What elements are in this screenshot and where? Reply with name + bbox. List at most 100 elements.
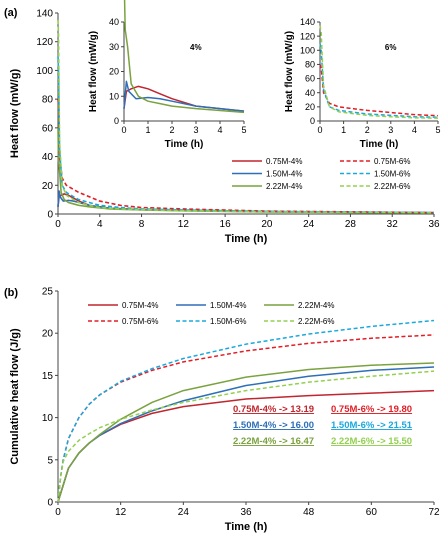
x-tick-label: 48 xyxy=(303,507,315,518)
x-tick-label: 72 xyxy=(428,507,440,518)
y-axis-title: Heat flow (mW/g) xyxy=(88,31,99,112)
y-tick-label: 120 xyxy=(300,31,315,41)
y-tick-label: 20 xyxy=(305,102,315,112)
legend-label: 1.50M-6% xyxy=(210,317,246,326)
x-tick-label: 0 xyxy=(55,507,61,518)
final-value-annotation: 2.22M-4% -> 16.47 xyxy=(233,436,314,447)
x-tick-label: 0 xyxy=(121,125,126,135)
y-tick-label: 40 xyxy=(305,88,315,98)
y-tick-label: 0 xyxy=(310,116,315,126)
legend-label: 1.50M-6% xyxy=(374,170,410,179)
series-line-2-22m-6- xyxy=(57,20,435,214)
series-line-1-50m-6- xyxy=(57,319,435,503)
y-tick-label: 140 xyxy=(36,9,53,20)
legend-label: 1.50M-4% xyxy=(210,301,246,310)
y-tick-label: 5 xyxy=(47,455,53,466)
inset-label: 6% xyxy=(385,43,397,52)
y-tick-label: 80 xyxy=(42,95,54,106)
legend-label: 2.22M-6% xyxy=(374,182,410,191)
final-value-annotation: 0.75M-4% -> 13.19 xyxy=(233,404,314,415)
x-axis-title: Time (h) xyxy=(360,139,399,150)
x-tick-label: 2 xyxy=(365,125,370,135)
legend-label: 0.75M-4% xyxy=(122,301,158,310)
final-value-annotation: 2.22M-6% -> 15.50 xyxy=(331,436,412,447)
legend-label: 2.22M-4% xyxy=(266,182,302,191)
y-tick-label: 60 xyxy=(305,74,315,84)
x-tick-label: 32 xyxy=(387,219,399,230)
final-value-annotation: 1.50M-6% -> 21.51 xyxy=(331,420,413,431)
x-tick-label: 20 xyxy=(261,219,273,230)
x-tick-label: 28 xyxy=(345,219,357,230)
x-tick-label: 4 xyxy=(217,125,222,135)
x-tick-label: 24 xyxy=(178,507,190,518)
legend-label: 2.22M-4% xyxy=(298,301,334,310)
series-line-1-50m-6- xyxy=(319,43,439,119)
x-axis-title: Time (h) xyxy=(225,233,268,245)
y-tick-label: 140 xyxy=(300,17,315,27)
x-tick-label: 16 xyxy=(220,219,232,230)
y-tick-label: 40 xyxy=(109,17,119,27)
series-line-2-22m-6- xyxy=(319,25,439,119)
y-tick-label: 15 xyxy=(42,371,54,382)
inset-background xyxy=(76,18,252,157)
x-tick-label: 5 xyxy=(241,125,246,135)
series-line-0-75m-6- xyxy=(319,64,439,117)
y-tick-label: 100 xyxy=(36,66,53,77)
series-line-1-50m-4- xyxy=(123,80,245,112)
y-tick-label: 0 xyxy=(47,498,53,509)
x-tick-label: 3 xyxy=(193,125,198,135)
legend-label: 0.75M-6% xyxy=(122,317,158,326)
x-axis-title: Time (h) xyxy=(225,521,268,533)
x-tick-label: 12 xyxy=(115,507,127,518)
x-tick-label: 8 xyxy=(139,219,145,230)
y-axis-title: Heat flow (mW/g) xyxy=(284,31,295,112)
x-tick-label: 4 xyxy=(412,125,417,135)
x-tick-label: 1 xyxy=(145,125,150,135)
inset-label: 4% xyxy=(190,43,202,52)
legend-label: 2.22M-6% xyxy=(298,317,334,326)
y-tick-label: 10 xyxy=(42,413,54,424)
y-tick-label: 30 xyxy=(109,42,119,52)
series-line-2-22m-6- xyxy=(57,370,435,503)
y-tick-label: 0 xyxy=(114,116,119,126)
inset-background xyxy=(272,18,446,157)
final-value-annotation: 1.50M-4% -> 16.00 xyxy=(233,420,314,431)
x-tick-label: 1 xyxy=(341,125,346,135)
series-line-2-22m-4- xyxy=(57,362,435,503)
x-tick-label: 3 xyxy=(388,125,393,135)
y-axis-title: Cumulative heat flow (J/g) xyxy=(9,328,21,465)
y-axis-title: Heat flow (mW/g) xyxy=(9,69,21,159)
series-line-2-22m-4- xyxy=(123,0,245,114)
x-tick-label: 12 xyxy=(178,219,190,230)
y-tick-label: 80 xyxy=(305,60,315,70)
y-tick-label: 20 xyxy=(42,181,54,192)
panel-label-a: (a) xyxy=(4,7,18,19)
x-axis-title: Time (h) xyxy=(165,139,204,150)
x-tick-label: 36 xyxy=(240,507,252,518)
y-tick-label: 120 xyxy=(36,37,53,48)
y-tick-label: 25 xyxy=(42,287,54,298)
final-value-annotation: 0.75M-6% -> 19.80 xyxy=(331,404,412,415)
y-tick-label: 20 xyxy=(109,67,119,77)
y-tick-label: 40 xyxy=(42,152,54,163)
legend-label: 1.50M-4% xyxy=(266,170,302,179)
y-tick-label: 0 xyxy=(47,210,53,221)
series-line-1-50m-4- xyxy=(57,366,435,503)
y-tick-label: 60 xyxy=(42,123,54,134)
panel-label-b: (b) xyxy=(4,287,18,299)
x-tick-label: 0 xyxy=(55,219,61,230)
legend-label: 0.75M-4% xyxy=(266,157,302,166)
x-tick-label: 24 xyxy=(303,219,315,230)
x-tick-label: 4 xyxy=(97,219,103,230)
x-tick-label: 2 xyxy=(169,125,174,135)
series-line-0-75m-6- xyxy=(57,334,435,503)
x-tick-label: 36 xyxy=(428,219,440,230)
x-tick-label: 5 xyxy=(435,125,440,135)
y-tick-label: 20 xyxy=(42,329,54,340)
legend-label: 0.75M-6% xyxy=(374,157,410,166)
y-tick-label: 100 xyxy=(300,45,315,55)
y-tick-label: 10 xyxy=(109,91,119,101)
x-tick-label: 60 xyxy=(366,507,378,518)
x-tick-label: 0 xyxy=(317,125,322,135)
